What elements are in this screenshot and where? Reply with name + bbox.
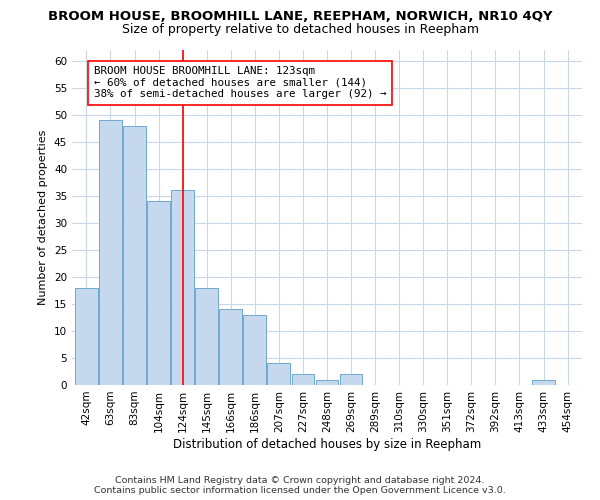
Bar	[532, 380, 555, 385]
Bar	[75, 288, 98, 385]
Bar	[220, 310, 242, 385]
Bar	[340, 374, 362, 385]
Bar	[123, 126, 146, 385]
Text: BROOM HOUSE, BROOMHILL LANE, REEPHAM, NORWICH, NR10 4QY: BROOM HOUSE, BROOMHILL LANE, REEPHAM, NO…	[48, 10, 552, 23]
Bar	[316, 380, 338, 385]
Bar	[171, 190, 194, 385]
Bar	[147, 202, 170, 385]
Text: Contains HM Land Registry data © Crown copyright and database right 2024.
Contai: Contains HM Land Registry data © Crown c…	[94, 476, 506, 495]
Bar	[268, 364, 290, 385]
Bar	[195, 288, 218, 385]
Bar	[244, 315, 266, 385]
Text: BROOM HOUSE BROOMHILL LANE: 123sqm
← 60% of detached houses are smaller (144)
38: BROOM HOUSE BROOMHILL LANE: 123sqm ← 60%…	[94, 66, 386, 100]
Bar	[292, 374, 314, 385]
Y-axis label: Number of detached properties: Number of detached properties	[38, 130, 49, 305]
Bar	[99, 120, 122, 385]
Text: Size of property relative to detached houses in Reepham: Size of property relative to detached ho…	[121, 22, 479, 36]
X-axis label: Distribution of detached houses by size in Reepham: Distribution of detached houses by size …	[173, 438, 481, 450]
